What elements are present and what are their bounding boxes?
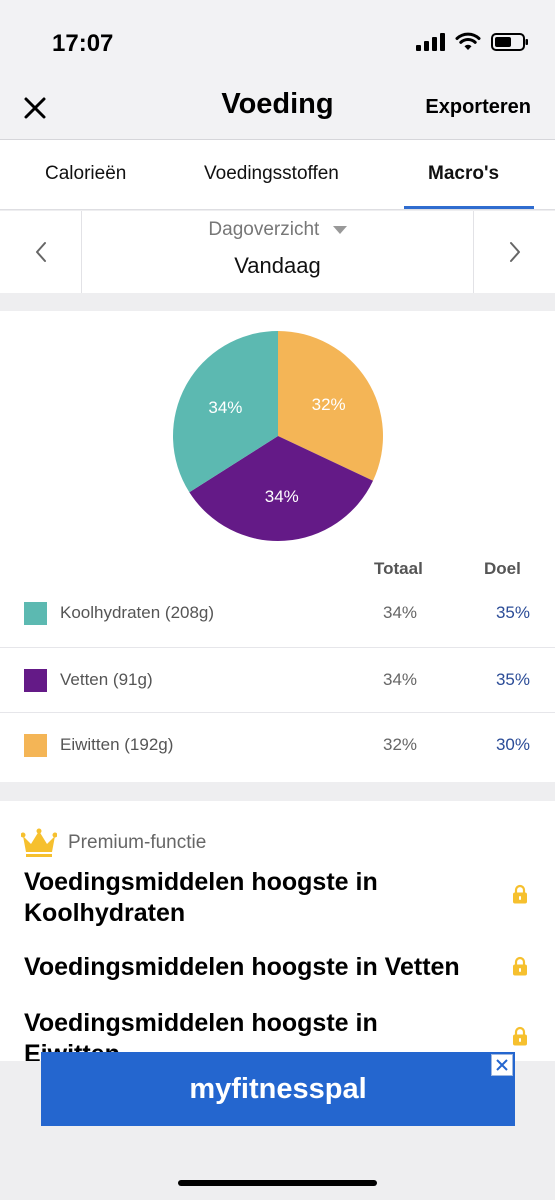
macro-label: Koolhydraten (208g)	[60, 603, 215, 622]
macro-label: Vetten (91g)	[60, 670, 153, 689]
ad-close-button[interactable]	[491, 1054, 513, 1076]
macro-goal: 35%	[495, 603, 530, 622]
tab-calories[interactable]: Calorieën	[45, 163, 127, 184]
premium-item-fats[interactable]: Voedingsmiddelen hoogste in Vetten	[24, 953, 460, 981]
tab-nutrients[interactable]: Voedingsstoffen	[204, 163, 339, 184]
pie-slice-vetten	[189, 436, 374, 541]
dropdown-arrow-icon	[332, 225, 347, 234]
chevron-right-icon	[509, 242, 520, 262]
pie-label-koolhydraten: 34%	[208, 398, 242, 417]
tab-bar: Calorieën Voedingsstoffen Macro's	[0, 140, 555, 210]
premium-label: Premium-functie	[68, 832, 207, 853]
pie-label-vetten: 34%	[265, 487, 299, 506]
date-range-dropdown[interactable]: Dagoverzicht Vandaag	[82, 211, 473, 293]
macro-goal: 35%	[495, 670, 530, 689]
previous-day-button[interactable]	[0, 211, 82, 293]
protein-color-swatch	[24, 734, 47, 757]
pie-slice-koolhydraten	[173, 331, 278, 493]
crown-icon	[21, 828, 57, 857]
ad-logo: myfitnesspal	[189, 1072, 367, 1105]
status-bar: 17:07	[0, 0, 555, 80]
active-tab-indicator	[404, 206, 534, 209]
close-icon	[24, 97, 46, 119]
goal-column-header: Doel	[484, 559, 521, 578]
tab-macros[interactable]: Macro's	[428, 163, 500, 184]
selected-date: Vandaag	[234, 253, 321, 278]
export-button[interactable]: Exporteren	[425, 96, 531, 118]
lock-icon	[513, 884, 527, 904]
carbs-color-swatch	[24, 602, 47, 625]
macro-chart-card: 32% 34% 34% Totaal Doel Koolhydraten (208g…	[0, 311, 555, 782]
pie-slice-eiwitten	[278, 331, 383, 481]
wifi-icon	[455, 32, 481, 50]
premium-feature-card: Premium-functie Voedingsmiddelen hoogste…	[0, 801, 555, 1061]
home-indicator	[178, 1180, 377, 1186]
macro-row-carbs: Koolhydraten (208g) 34% 35%	[0, 581, 555, 646]
pie-label-eiwitten: 32%	[312, 395, 346, 414]
cellular-signal-icon	[416, 33, 445, 51]
macro-total: 34%	[383, 603, 418, 622]
lock-icon	[513, 1026, 527, 1046]
premium-item-carbs[interactable]: Voedingsmiddelen hoogste in Koolhydraten	[24, 868, 378, 927]
battery-icon	[491, 33, 528, 51]
status-icons	[416, 32, 529, 52]
lock-icon	[513, 956, 527, 976]
total-column-header: Totaal	[374, 559, 423, 578]
fats-color-swatch	[24, 669, 47, 692]
navigation-bar: Voeding Exporteren	[0, 80, 555, 140]
date-range-type: Dagoverzicht	[208, 219, 320, 240]
chevron-left-icon	[35, 242, 46, 262]
macro-total: 32%	[383, 735, 418, 754]
ad-banner[interactable]: myfitnesspal	[41, 1052, 515, 1126]
next-day-button[interactable]	[473, 211, 555, 293]
macro-pie-chart: 32% 34% 34%	[173, 331, 383, 541]
macro-row-protein: Eiwitten (192g) 32% 30%	[0, 712, 555, 777]
close-button[interactable]	[20, 93, 50, 123]
macro-goal: 30%	[495, 735, 530, 754]
status-time: 17:07	[52, 30, 114, 57]
macro-row-fats: Vetten (91g) 34% 35%	[0, 647, 555, 712]
close-icon	[496, 1059, 508, 1071]
date-range-label: Dagoverzicht	[82, 219, 473, 241]
macro-label: Eiwitten (192g)	[60, 735, 174, 754]
date-selector: Dagoverzicht Vandaag	[0, 211, 555, 293]
macro-total: 34%	[383, 670, 418, 689]
